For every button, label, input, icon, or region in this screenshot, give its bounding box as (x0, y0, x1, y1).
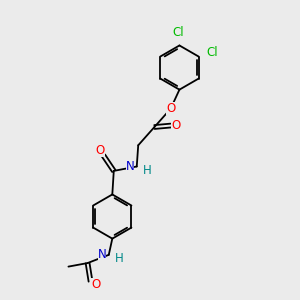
Text: Cl: Cl (207, 46, 218, 59)
Text: Cl: Cl (172, 26, 184, 39)
Text: H: H (115, 252, 124, 265)
Text: O: O (171, 119, 181, 132)
Text: O: O (166, 102, 175, 115)
Text: O: O (95, 144, 105, 157)
Text: H: H (143, 164, 152, 176)
Text: O: O (91, 278, 101, 291)
Text: N: N (126, 160, 134, 173)
Text: N: N (98, 248, 106, 261)
